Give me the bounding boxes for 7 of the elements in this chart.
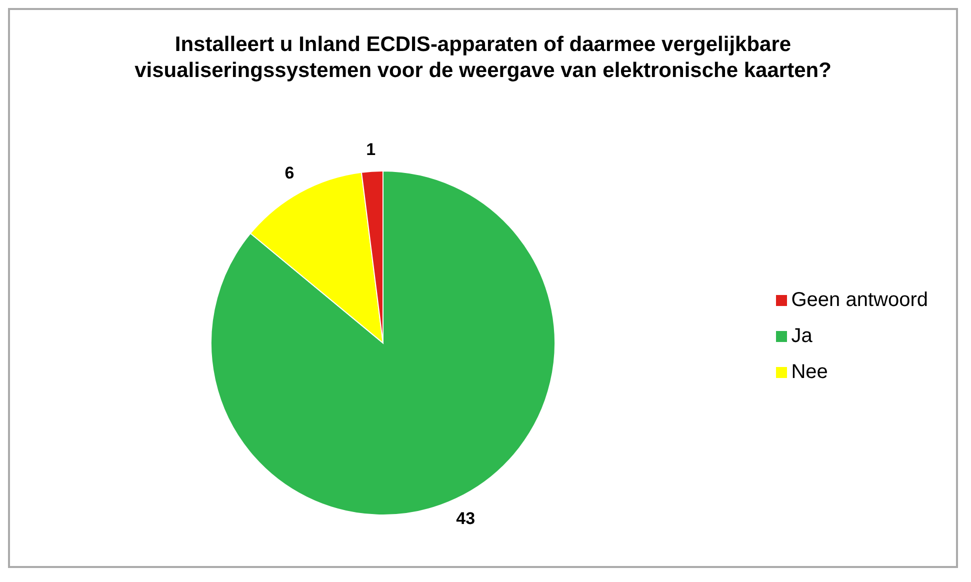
data-label: 1 — [366, 140, 376, 159]
legend-label: Nee — [791, 361, 828, 383]
legend-label: Ja — [791, 325, 812, 347]
chart-title: Installeert u Inland ECDIS-apparaten of daarmee vergelijkbare visualiseringssystemen voor de weergave van elektronische kaarten? — [134, 32, 832, 84]
data-label: 6 — [284, 163, 294, 182]
legend-label: Geen antwoord — [791, 289, 928, 311]
data-label: 43 — [456, 509, 476, 528]
